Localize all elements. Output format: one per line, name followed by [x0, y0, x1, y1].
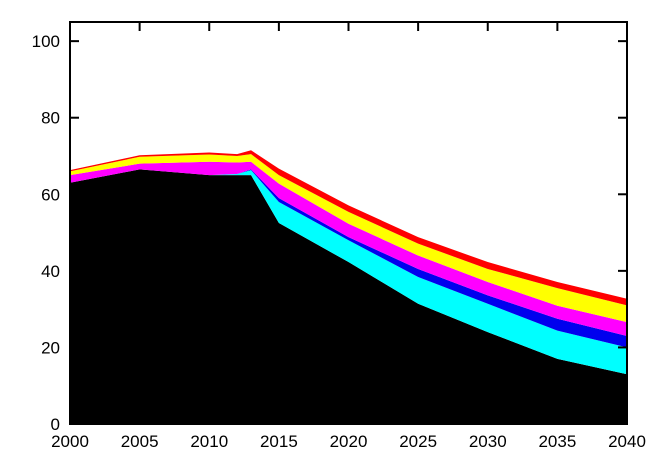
area-cyan-band: [70, 169, 627, 375]
x-tick-label: 2030: [469, 432, 507, 451]
x-tick-label: 2000: [51, 432, 89, 451]
y-tick-label: 60: [41, 185, 60, 204]
x-tick-label: 2025: [399, 432, 437, 451]
x-tick-label: 2040: [608, 432, 646, 451]
y-tick-label: 80: [41, 109, 60, 128]
x-tick-label: 2020: [330, 432, 368, 451]
y-tick-label: 0: [51, 415, 60, 434]
y-tick-label: 20: [41, 338, 60, 357]
x-tick-label: 2035: [538, 432, 576, 451]
y-tick-label: 40: [41, 262, 60, 281]
area-yellow-band: [70, 154, 627, 323]
x-tick-label: 2005: [121, 432, 159, 451]
x-tick-label: 2015: [260, 432, 298, 451]
area-black-base-band: [70, 169, 627, 424]
x-tick-label: 2010: [190, 432, 228, 451]
area-red-band: [70, 150, 627, 306]
y-tick-label: 100: [32, 32, 60, 51]
area-blue-band: [70, 169, 627, 348]
area-magenta-band: [70, 161, 627, 336]
plot-border: [69, 21, 628, 425]
